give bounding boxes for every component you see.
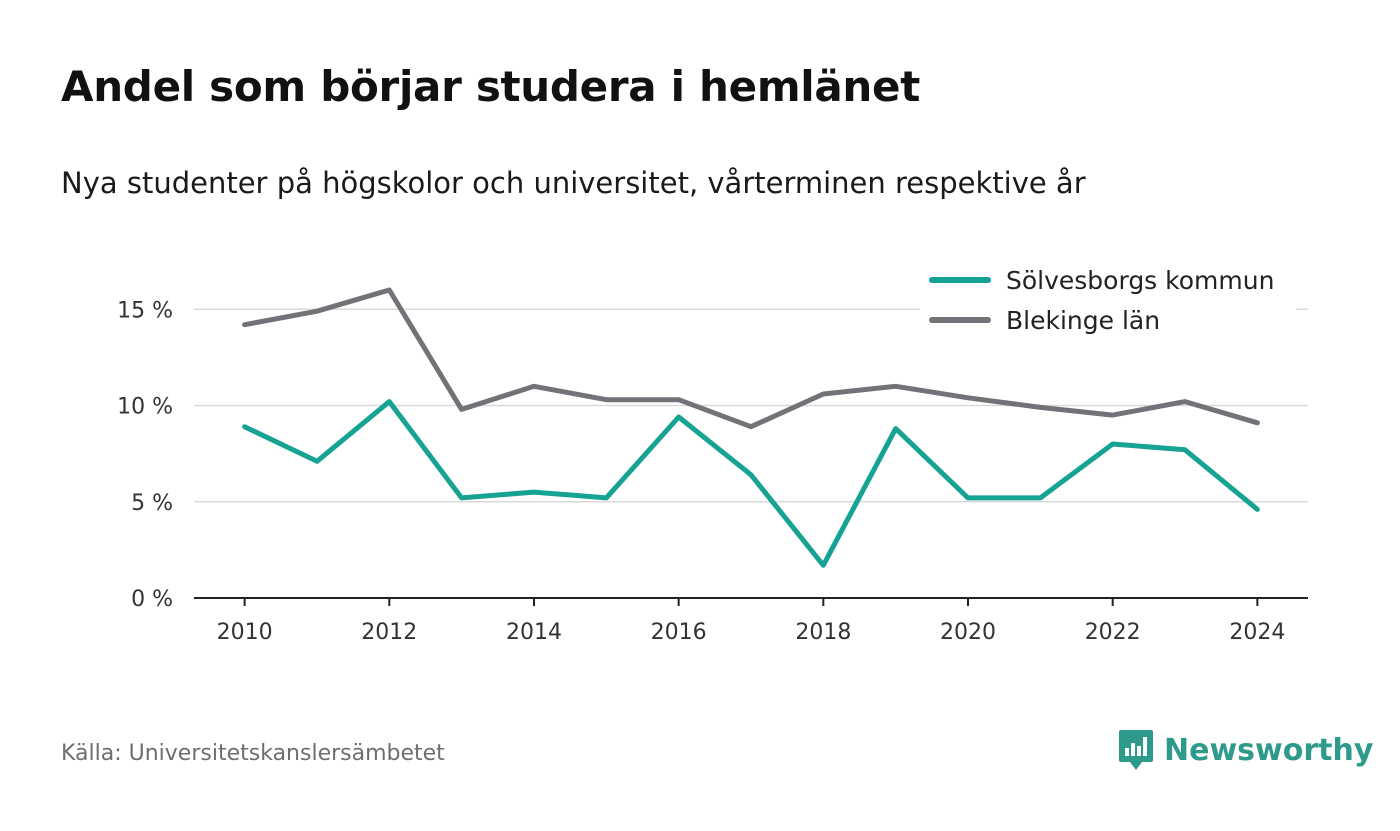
source-note: Källa: Universitetskanslersämbetet — [61, 741, 445, 766]
series-lines — [242, 287, 1260, 568]
chart-title: Andel som börjar studera i hemlänet — [61, 62, 920, 111]
legend-label: Blekinge län — [1006, 306, 1160, 335]
x-axis-ticks: 2010 2012 2014 2016 2018 2020 2022 2024 — [194, 597, 1308, 645]
chart-subtitle: Nya studenter på högskolor och universit… — [61, 166, 1086, 200]
y-tick-label: 15 % — [117, 298, 173, 323]
brand-name: Newsworthy — [1164, 732, 1374, 768]
legend: Sölvesborgs kommun Blekinge län — [920, 262, 1296, 344]
y-tick-label: 0 % — [131, 587, 173, 612]
y-axis-ticks: 0 % 5 % 10 % 15 % — [117, 298, 173, 612]
legend-background — [920, 262, 1296, 344]
x-tick-label: 2010 — [217, 620, 273, 645]
x-tick-label: 2014 — [506, 620, 562, 645]
newsworthy-logo-icon — [1119, 730, 1153, 770]
legend-label: Sölvesborgs kommun — [1006, 266, 1274, 295]
brand-logo: Newsworthy — [1118, 728, 1373, 772]
y-tick-label: 10 % — [117, 395, 173, 420]
x-tick-label: 2016 — [651, 620, 707, 645]
x-tick-label: 2018 — [795, 620, 851, 645]
x-tick-label: 2022 — [1085, 620, 1141, 645]
series-line-1 — [242, 287, 1260, 430]
x-tick-label: 2024 — [1229, 620, 1285, 645]
series-line-0 — [242, 399, 1260, 568]
x-tick-label: 2020 — [940, 620, 996, 645]
x-tick-label: 2012 — [361, 620, 417, 645]
y-tick-label: 5 % — [131, 491, 173, 516]
